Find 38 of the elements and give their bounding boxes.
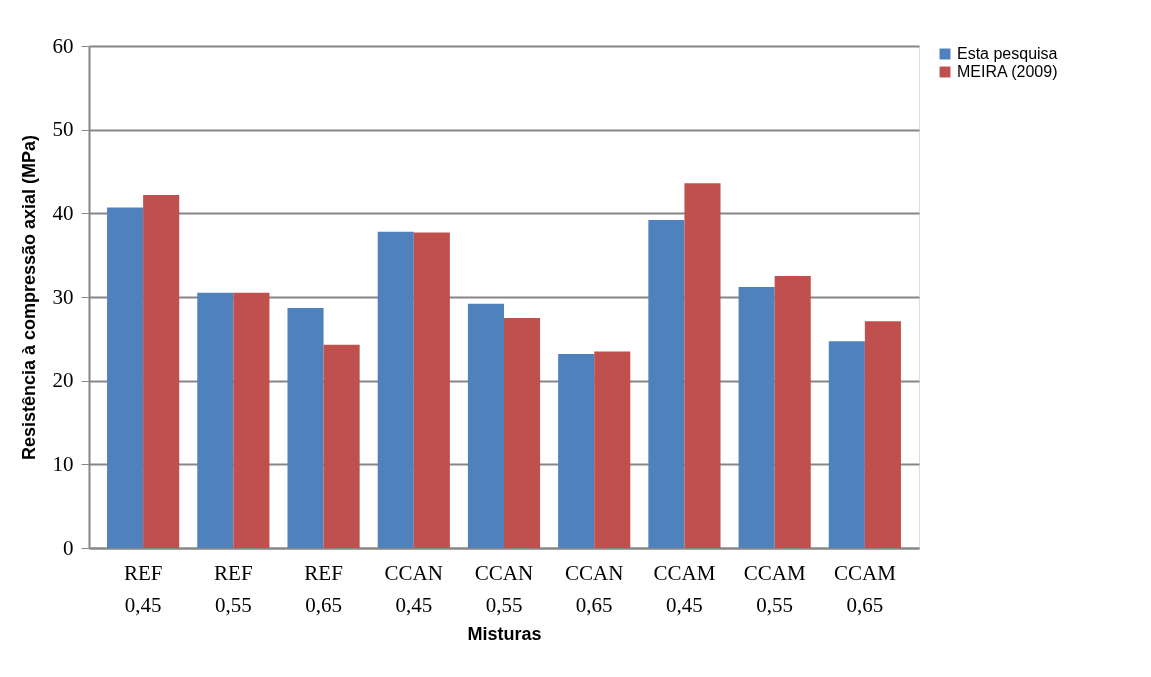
x-tick-label: CCAM 0,65 xyxy=(833,560,897,617)
bar xyxy=(323,344,360,548)
y-tick-label: 30 xyxy=(52,284,74,309)
x-tick-label: CCAN 0,45 xyxy=(384,560,443,617)
bar xyxy=(774,276,811,548)
bar xyxy=(648,220,685,548)
x-tick-label: REF 0,55 xyxy=(214,560,253,617)
bar xyxy=(738,286,775,548)
x-axis-title: Misturas xyxy=(467,623,542,644)
y-tick-label: 60 xyxy=(52,33,74,58)
y-tick-label: 40 xyxy=(52,200,74,225)
y-tick-label: 20 xyxy=(52,368,74,393)
x-tick-label: CCAN 0,65 xyxy=(565,560,624,617)
x-tick-label: CCAN 0,55 xyxy=(474,560,534,617)
bar xyxy=(828,341,865,548)
bar xyxy=(143,194,180,548)
y-tick-label: 50 xyxy=(52,117,74,142)
bar xyxy=(558,353,595,548)
x-tick-label: REF 0,45 xyxy=(123,560,163,617)
legend-label: MEIRA (2009) xyxy=(957,63,1058,80)
bar xyxy=(504,317,541,548)
legend-label: Esta pesquisa xyxy=(957,45,1058,62)
y-axis-title: Resistência à compressão axial (MPa) xyxy=(18,134,39,461)
bar xyxy=(197,292,234,548)
x-tick-label: REF 0,65 xyxy=(304,560,343,617)
bar xyxy=(287,307,324,548)
bar xyxy=(864,321,901,548)
y-tick-label: 10 xyxy=(52,451,74,476)
bar xyxy=(107,207,144,548)
y-tick-label: 0 xyxy=(63,535,74,560)
x-tick-label: CCAM 0,55 xyxy=(743,560,806,617)
bar xyxy=(467,303,504,548)
bar xyxy=(413,232,450,548)
x-tick-label: CCAM 0,45 xyxy=(653,560,716,617)
bar xyxy=(684,183,721,548)
bar xyxy=(233,292,270,548)
bar xyxy=(377,231,414,548)
bar xyxy=(594,351,631,548)
